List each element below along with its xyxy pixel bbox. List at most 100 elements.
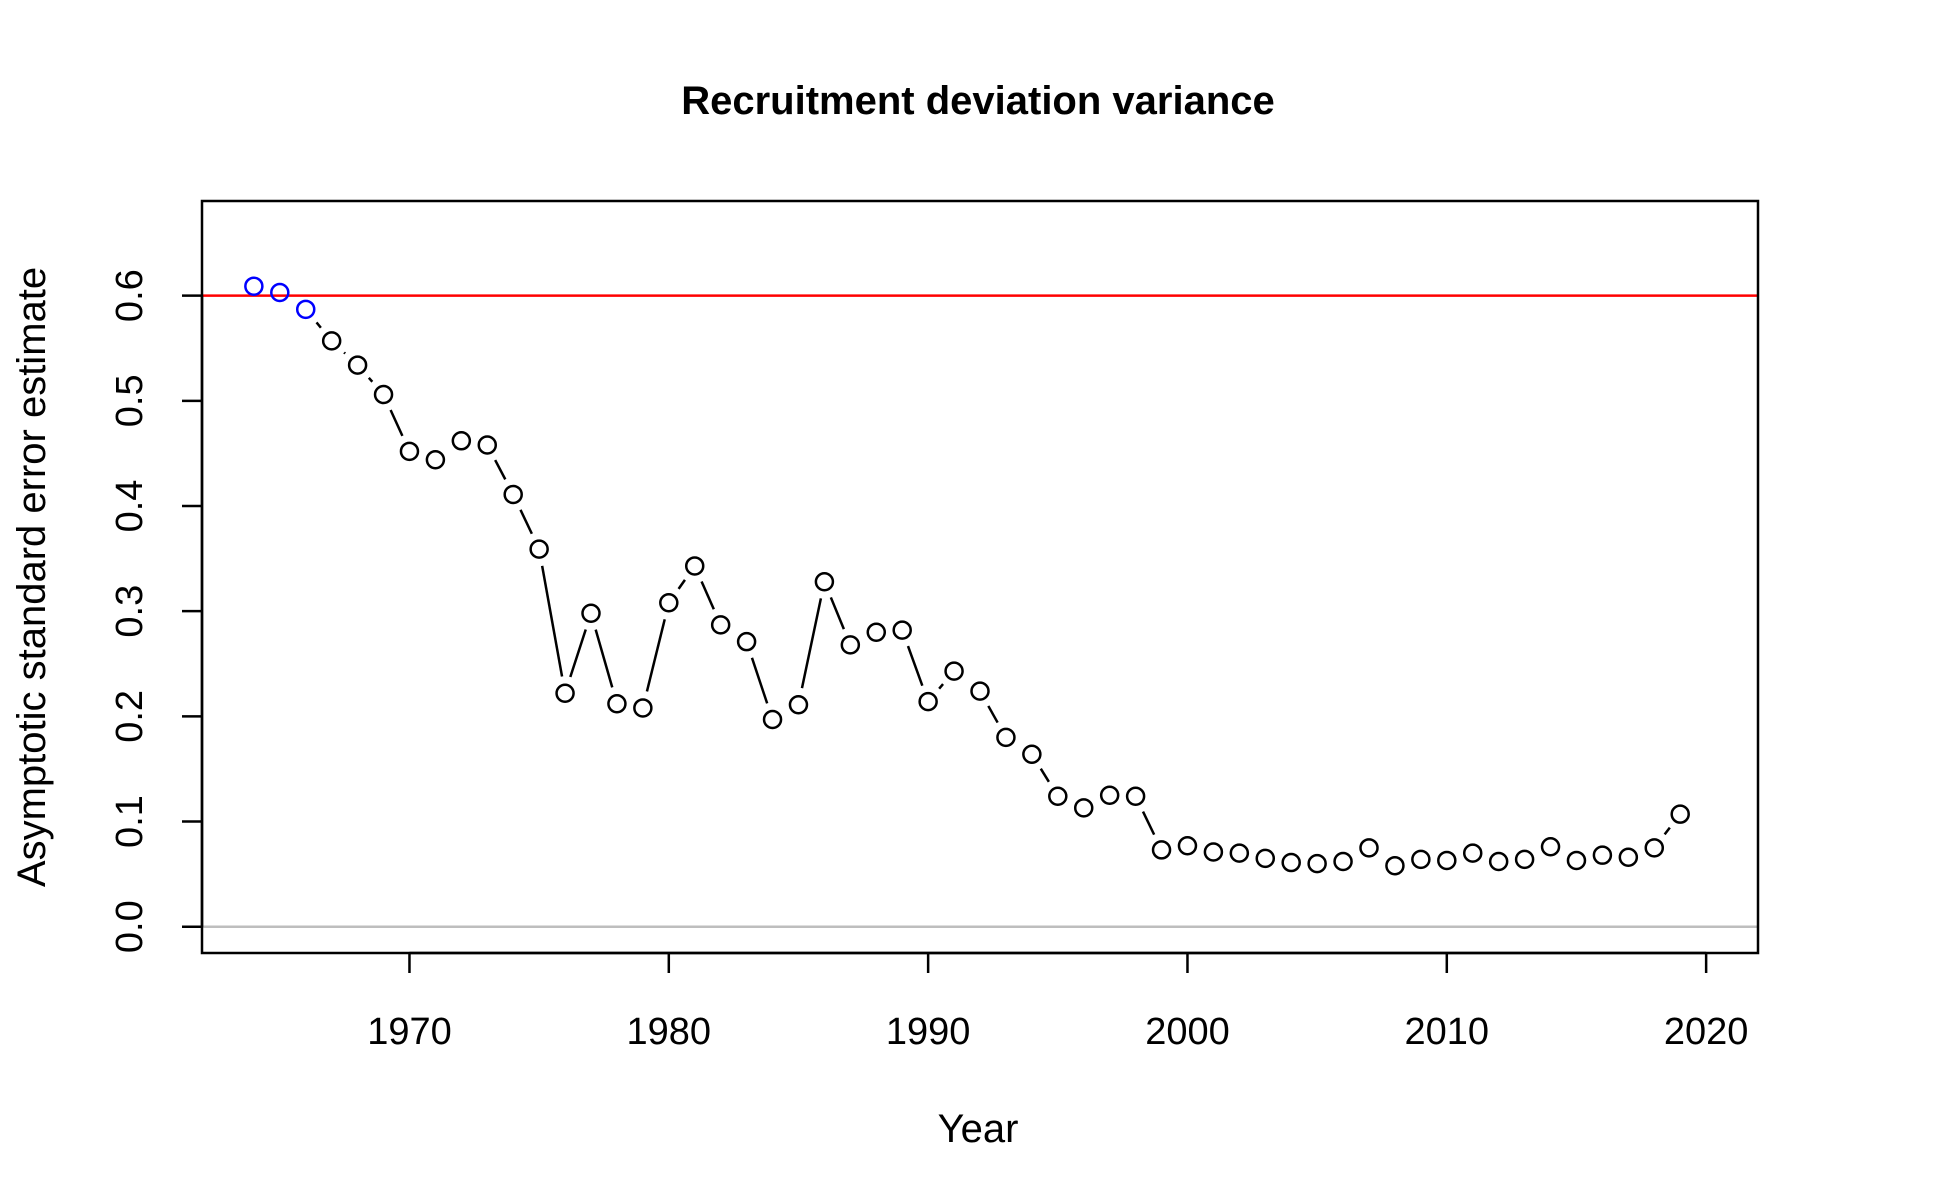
data-point: [321, 331, 342, 351]
data-point: [1073, 798, 1094, 818]
data-point: [1255, 848, 1276, 869]
series-line: [315, 321, 1671, 836]
data-point: [555, 683, 575, 703]
line-segment: [367, 377, 374, 383]
data-point-highlight: [270, 282, 290, 303]
x-tick-label: 1990: [886, 1011, 971, 1053]
data-point: [529, 539, 549, 559]
y-axis-label: Asymptotic standard error estimate: [10, 267, 54, 887]
data-point: [866, 622, 887, 642]
data-point: [373, 384, 394, 405]
data-point: [892, 620, 912, 640]
y-tick-label: 0.4: [109, 480, 151, 533]
data-point: [1488, 851, 1509, 872]
data-point: [918, 691, 938, 712]
line-segment: [519, 509, 533, 535]
data-point: [944, 661, 964, 681]
line-segment: [987, 705, 999, 724]
data-point: [1566, 850, 1587, 871]
y-tick-label: 0.6: [109, 269, 151, 322]
data-point: [1281, 852, 1301, 873]
data-point: [1307, 853, 1327, 874]
line-segment: [315, 321, 322, 329]
data-point-highlight: [244, 276, 264, 296]
data-point: [710, 615, 731, 635]
data-point-highlight: [295, 299, 316, 320]
line-segment: [343, 351, 347, 355]
data-point: [1203, 842, 1224, 862]
data-point: [503, 484, 523, 505]
line-segment: [1039, 768, 1050, 783]
data-point: [659, 593, 679, 613]
x-tick-label: 2010: [1405, 1011, 1490, 1053]
data-point: [1618, 847, 1639, 868]
y-tick-label: 0.3: [109, 585, 151, 638]
data-point: [1514, 849, 1535, 870]
line-segment: [1141, 811, 1156, 836]
data-point: [347, 355, 368, 375]
data-point: [1385, 855, 1405, 876]
data-point: [1437, 850, 1457, 871]
data-point: [477, 435, 498, 455]
chart-title: Recruitment deviation variance: [681, 79, 1275, 123]
line-segment: [1663, 826, 1671, 836]
data-point: [970, 681, 990, 701]
data-point: [1048, 786, 1068, 807]
data-point: [788, 695, 809, 715]
y-tick-label: 0.5: [109, 374, 151, 427]
line-segment: [829, 596, 846, 630]
data-point: [684, 556, 705, 576]
line-segment: [906, 645, 924, 687]
data-point: [762, 709, 783, 730]
data-point: [1592, 845, 1613, 865]
x-axis: 1970 1980 1990 2000 2010 2020: [367, 951, 1749, 1053]
data-point: [1125, 786, 1146, 807]
data-point: [1359, 838, 1379, 858]
line-segment: [938, 683, 945, 690]
line-segment: [700, 581, 715, 610]
data-point: [1462, 843, 1483, 863]
y-tick-label: 0.0: [109, 900, 151, 953]
data-point: [425, 449, 446, 470]
y-tick-label: 0.2: [109, 690, 151, 743]
data-point: [451, 431, 472, 451]
data-point: [736, 631, 757, 652]
data-point: [1540, 837, 1561, 857]
line-segment: [389, 409, 404, 437]
data-point: [633, 698, 653, 718]
data-point: [1177, 835, 1198, 856]
line-segment: [594, 629, 614, 688]
line-segment: [645, 618, 666, 692]
data-point: [814, 571, 835, 592]
data-point: [1411, 849, 1431, 870]
line-segment: [750, 657, 769, 704]
x-axis-label: Year: [938, 1107, 1019, 1151]
data-point: [1151, 840, 1172, 860]
y-tick-label: 0.1: [109, 795, 151, 848]
data-point: [1099, 785, 1120, 805]
line-segment: [677, 579, 686, 590]
data-point: [1229, 843, 1250, 863]
series-points: [244, 276, 1690, 876]
data-point: [1670, 804, 1690, 824]
data-point: [399, 441, 420, 462]
line-segment: [569, 629, 587, 678]
plot-frame: [200, 199, 1760, 955]
x-tick-label: 1980: [627, 1011, 712, 1053]
line-segment: [494, 459, 507, 480]
y-axis: 0.0 0.1 0.2 0.3 0.4 0.5 0.6: [109, 269, 204, 953]
data-point: [1644, 838, 1665, 858]
data-point: [607, 693, 627, 714]
data-point: [840, 635, 861, 655]
x-tick-label: 2000: [1145, 1011, 1230, 1053]
x-tick-label: 1970: [367, 1011, 452, 1053]
reference-lines: [202, 294, 1758, 928]
data-point: [996, 727, 1016, 748]
x-tick-label: 2020: [1664, 1011, 1749, 1053]
data-point: [1333, 851, 1353, 872]
data-point: [1022, 744, 1042, 764]
line-segment: [540, 565, 564, 677]
line-segment: [800, 598, 823, 689]
data-point: [581, 603, 601, 624]
